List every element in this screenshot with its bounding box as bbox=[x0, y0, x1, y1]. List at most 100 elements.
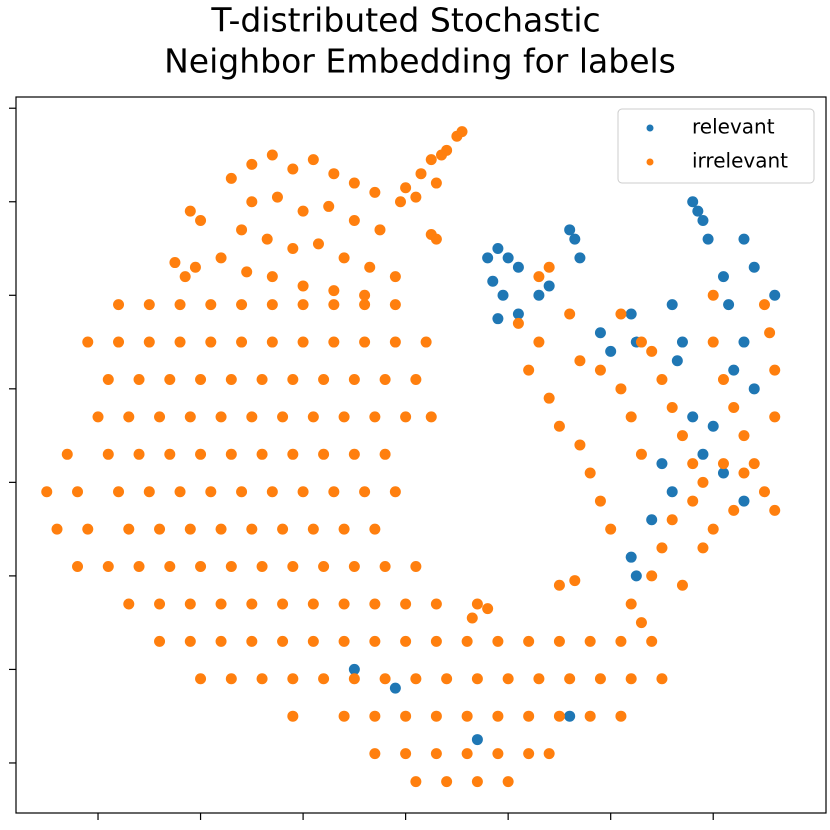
point bbox=[666, 486, 678, 498]
point bbox=[692, 205, 704, 217]
point bbox=[328, 299, 340, 311]
point bbox=[369, 523, 381, 535]
point bbox=[574, 252, 586, 264]
point bbox=[512, 261, 524, 273]
point bbox=[415, 168, 427, 180]
point bbox=[287, 243, 299, 255]
point bbox=[676, 336, 688, 348]
point bbox=[697, 476, 709, 488]
point bbox=[236, 224, 248, 236]
point bbox=[420, 336, 432, 348]
point bbox=[364, 261, 376, 273]
point bbox=[113, 486, 125, 498]
point bbox=[113, 336, 125, 348]
point bbox=[225, 373, 237, 385]
point bbox=[400, 748, 412, 760]
point bbox=[338, 635, 350, 647]
point bbox=[246, 523, 258, 535]
point bbox=[594, 495, 606, 507]
point bbox=[728, 364, 740, 376]
point bbox=[625, 551, 637, 563]
point bbox=[646, 635, 658, 647]
point bbox=[738, 233, 750, 245]
point bbox=[318, 373, 330, 385]
point bbox=[297, 205, 309, 217]
point bbox=[758, 486, 770, 498]
point bbox=[533, 336, 545, 348]
point bbox=[348, 673, 360, 685]
chart-title: Neighbor Embedding for labels bbox=[164, 42, 676, 81]
point bbox=[400, 710, 412, 722]
point bbox=[748, 261, 760, 273]
point bbox=[277, 523, 289, 535]
point bbox=[225, 172, 237, 184]
point bbox=[400, 598, 412, 610]
point bbox=[758, 299, 770, 311]
point bbox=[215, 411, 227, 423]
point bbox=[502, 252, 514, 264]
point bbox=[584, 710, 596, 722]
point bbox=[195, 373, 207, 385]
point bbox=[707, 289, 719, 301]
point bbox=[400, 182, 412, 194]
point bbox=[297, 486, 309, 498]
legend-marker bbox=[646, 124, 654, 132]
point bbox=[553, 635, 565, 647]
point bbox=[615, 710, 627, 722]
point bbox=[717, 458, 729, 470]
point bbox=[277, 635, 289, 647]
point bbox=[369, 186, 381, 198]
point bbox=[359, 299, 371, 311]
point bbox=[482, 252, 494, 264]
point bbox=[82, 523, 94, 535]
point bbox=[523, 364, 535, 376]
point bbox=[123, 523, 135, 535]
point bbox=[564, 673, 576, 685]
point bbox=[266, 336, 278, 348]
point bbox=[225, 448, 237, 460]
point bbox=[728, 504, 740, 516]
point bbox=[748, 383, 760, 395]
point bbox=[379, 561, 391, 573]
point bbox=[738, 430, 750, 442]
point bbox=[666, 514, 678, 526]
point bbox=[195, 448, 207, 460]
point bbox=[318, 673, 330, 685]
point bbox=[184, 205, 196, 217]
point bbox=[51, 523, 63, 535]
point bbox=[72, 486, 84, 498]
point bbox=[605, 345, 617, 357]
point bbox=[564, 224, 576, 236]
point bbox=[676, 430, 688, 442]
point bbox=[195, 561, 207, 573]
point bbox=[143, 486, 155, 498]
point bbox=[425, 411, 437, 423]
point bbox=[697, 542, 709, 554]
point bbox=[471, 734, 483, 746]
point bbox=[323, 200, 335, 212]
point bbox=[492, 313, 504, 325]
point bbox=[205, 336, 217, 348]
point bbox=[656, 542, 668, 554]
point bbox=[41, 486, 53, 498]
point bbox=[769, 364, 781, 376]
point bbox=[723, 299, 735, 311]
point bbox=[369, 710, 381, 722]
point bbox=[154, 411, 166, 423]
point bbox=[154, 635, 166, 647]
point bbox=[328, 285, 340, 297]
point bbox=[169, 257, 181, 269]
point bbox=[246, 635, 258, 647]
point bbox=[102, 561, 114, 573]
point bbox=[72, 561, 84, 573]
point bbox=[492, 635, 504, 647]
point bbox=[492, 748, 504, 760]
point bbox=[425, 154, 437, 166]
point bbox=[502, 673, 514, 685]
point bbox=[92, 411, 104, 423]
point bbox=[430, 635, 442, 647]
point bbox=[143, 299, 155, 311]
point bbox=[594, 673, 606, 685]
